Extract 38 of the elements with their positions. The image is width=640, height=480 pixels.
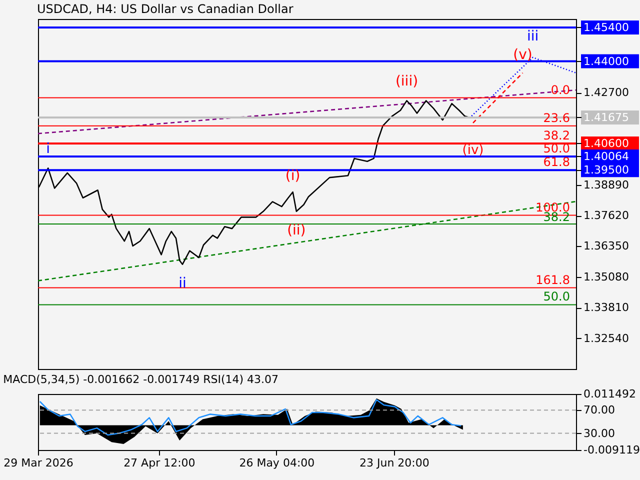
x-tick-label: 27 Apr 12:00 — [124, 456, 196, 470]
x-tick-label: 29 Mar 2026 — [4, 456, 74, 470]
annotation: 50.0 — [543, 290, 570, 304]
y-tick-label: 1.41675 — [584, 111, 629, 124]
y-tick-label: 1.36350 — [584, 240, 629, 253]
annotation: (ii) — [287, 222, 306, 238]
annotation: ii — [178, 275, 186, 292]
y-tick-label: 1.38890 — [584, 178, 629, 192]
y2-tick-label: 70.00 — [584, 404, 615, 417]
annotation: i — [46, 141, 50, 158]
y-tick-label: 1.42700 — [584, 86, 629, 100]
annotation: 161.8 — [536, 272, 570, 287]
chart-title: USDCAD, H4: US Dollar vs Canadian Dollar — [37, 2, 294, 16]
y-tick-label: 1.40064 — [584, 150, 629, 163]
chart-title: MACD(5,34,5) -0.001662 -0.001749 RSI(14) 43.07 — [3, 373, 279, 386]
y-tick-label: 1.32540 — [584, 332, 629, 345]
annotation: (v) — [513, 46, 532, 63]
y-tick-label: 1.45400 — [584, 20, 629, 34]
y-tick-label: 1.33810 — [584, 301, 629, 314]
line-series — [39, 399, 462, 436]
annotation: 38.2 — [543, 128, 570, 142]
annotation: 23.6 — [543, 110, 570, 125]
y-tick-label: 1.39500 — [584, 164, 629, 177]
y-tick-label: 1.37620 — [584, 209, 629, 222]
annotation: iii — [526, 28, 539, 44]
y-tick-label: 1.35080 — [584, 270, 629, 284]
y-tick-label: 0.011492 — [584, 388, 636, 400]
x-tick-label: 23 Jun 20:00 — [359, 456, 430, 470]
y-tick-label: 1.44000 — [584, 54, 629, 68]
annotation: (iv) — [462, 142, 484, 158]
annotation: (iii) — [395, 74, 418, 90]
y2-tick-label: 30.00 — [584, 426, 615, 440]
x-tick-label: 26 May 04:00 — [239, 456, 315, 470]
y-tick-label: -0.009119 — [584, 444, 640, 456]
annotation: (i) — [285, 168, 300, 184]
annotation: 0.0 — [550, 82, 570, 97]
annotation: 61.8 — [543, 155, 570, 170]
y-tick-label: 1.40600 — [584, 136, 629, 150]
